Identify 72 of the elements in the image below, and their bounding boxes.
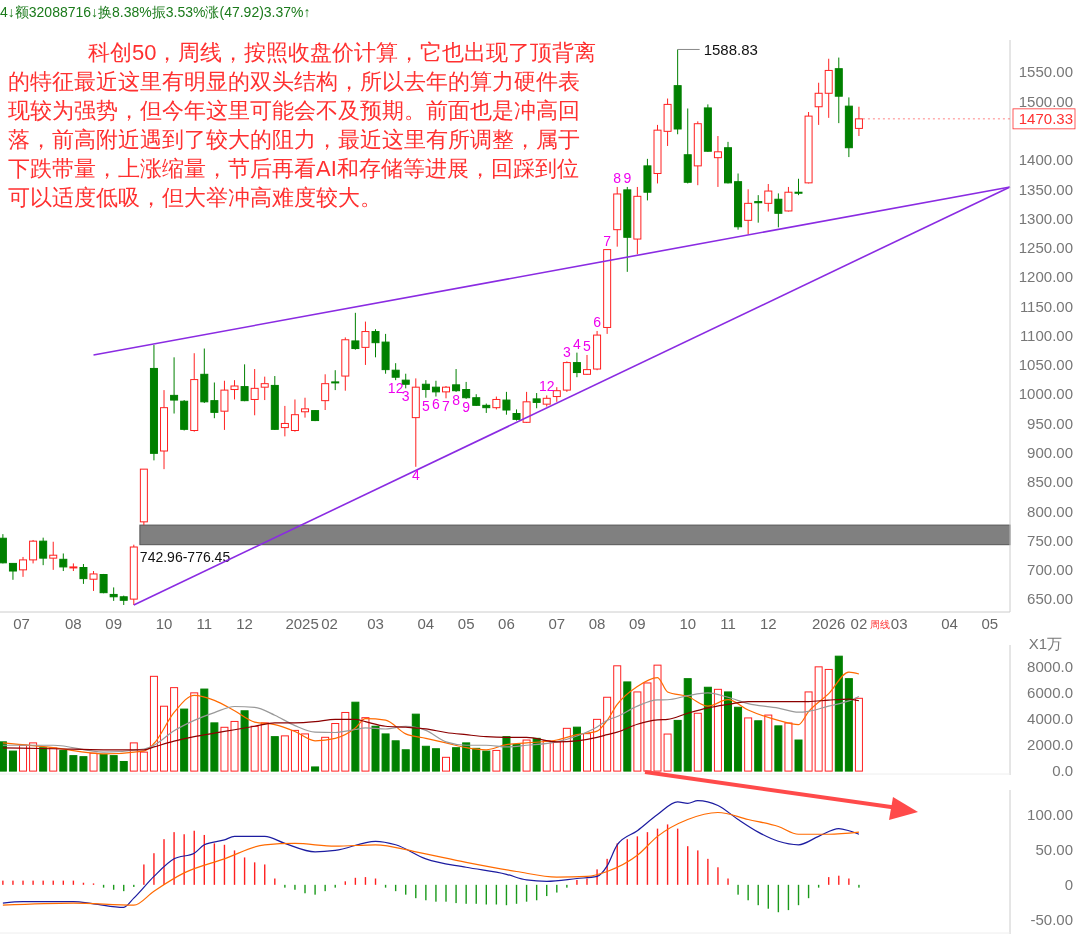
x-tick-label: 10: [155, 615, 173, 632]
x-tick-label: 04: [417, 615, 435, 632]
x-tick-label: 11: [720, 615, 736, 632]
annotation: 1470.33: [1018, 110, 1073, 128]
annotation: 5: [421, 397, 430, 414]
y-tick-label: 8000.0: [1027, 658, 1073, 676]
y-tick-label: 1400.00: [1018, 151, 1073, 169]
x-tick-label: 02: [321, 615, 338, 632]
y-tick-label: 2000.0: [1027, 736, 1073, 754]
annotation: 4: [573, 335, 582, 352]
x-tick-label: 2026: [812, 615, 846, 632]
annotation: 9: [462, 398, 471, 415]
y-tick-label: 4000.0: [1027, 710, 1073, 728]
annotation: 12: [538, 378, 555, 395]
x-tick-label: 02: [850, 615, 868, 632]
annotation: 7: [442, 398, 451, 415]
x-tick-label: 03: [367, 615, 384, 632]
annotation: 9: [623, 169, 632, 186]
x-tick-label: 09: [629, 615, 646, 632]
y-tick-label: 650.00: [1027, 590, 1073, 608]
y-tick-label: 50.00: [1035, 840, 1073, 858]
x-tick-label: 11: [196, 615, 213, 632]
y-tick-label: 750.00: [1027, 531, 1073, 549]
x-tick-label: 09: [105, 615, 122, 632]
annotation: 8: [613, 169, 622, 186]
y-tick-label: 950.00: [1027, 414, 1073, 432]
x-tick-label: 08: [65, 615, 82, 632]
y-axis-title: X1万: [1028, 635, 1062, 652]
y-tick-label: 800.00: [1027, 502, 1073, 520]
annotation: 3: [401, 388, 410, 405]
x-tick-label: 2025: [285, 615, 319, 632]
annotation: 7: [603, 232, 612, 249]
y-tick-label: 1350.00: [1018, 180, 1073, 198]
y-tick-label: 1100.00: [1019, 326, 1073, 344]
chart-subtitle: 4↓额32088716↓换8.38%振3.53%涨(47.92)3.37%↑: [0, 4, 311, 20]
x-tick-label: 06: [498, 615, 515, 632]
x-tick-label: 08: [588, 615, 606, 632]
y-tick-label: 700.00: [1027, 561, 1073, 579]
annotation: 8: [452, 391, 461, 408]
x-tick-label: 05: [457, 615, 475, 632]
y-tick-label: 6000.0: [1027, 684, 1073, 702]
y-tick-label: 1200.00: [1018, 268, 1073, 286]
y-tick-label: 0: [1064, 876, 1073, 894]
y-tick-label: 850.00: [1027, 473, 1073, 491]
y-tick-label: -50.00: [1030, 911, 1073, 929]
annotation: 4: [411, 466, 420, 483]
y-tick-label: 100.00: [1027, 805, 1073, 823]
x-tick-label: 04: [941, 615, 958, 632]
x-tick-label: 07: [548, 615, 566, 632]
annotation: 1588.83: [703, 40, 758, 58]
y-tick-label: 1000.00: [1018, 385, 1073, 403]
y-tick-label: 1150.00: [1019, 297, 1073, 315]
annotation: 6: [593, 313, 602, 330]
x-tick-label: 05: [981, 615, 999, 632]
annotation: 5: [583, 337, 592, 354]
y-tick-label: 1300.00: [1018, 209, 1073, 227]
x-tick-label: 12: [759, 615, 777, 632]
x-axis-title: 周线: [870, 619, 890, 630]
x-tick-label: 12: [236, 615, 253, 632]
y-tick-label: 0.0: [1052, 762, 1073, 780]
x-tick-label: 07: [13, 615, 30, 632]
y-tick-label: 900.00: [1027, 444, 1073, 461]
annotation: 科创50，周线，按照收盘价计算，它也出现了顶背离的特征最近这里有明显的双头结构，所以去年的算力硬件表现较为强势，但今年这里可能会不及预期。前面也是冲高回落，前高附近遇到了较大的阻力，最近这里有所调整，属于下跌带量，上涨缩量，节后再看AI和存储等进展，回踩到位可以适度低吸，但大举冲高难度较大。: [8, 40, 597, 210]
band-label: 742.96-776.45: [139, 548, 231, 565]
x-tick-label: 03: [890, 615, 908, 632]
annotation: 6: [432, 396, 441, 413]
annotation: 3: [562, 344, 571, 361]
y-tick-label: 1550.00: [1018, 63, 1073, 81]
x-tick-label: 10: [679, 615, 697, 632]
y-tick-label: 1500.00: [1018, 92, 1073, 110]
y-tick-label: 1050.00: [1018, 356, 1073, 374]
y-tick-label: 1250.00: [1018, 239, 1073, 257]
